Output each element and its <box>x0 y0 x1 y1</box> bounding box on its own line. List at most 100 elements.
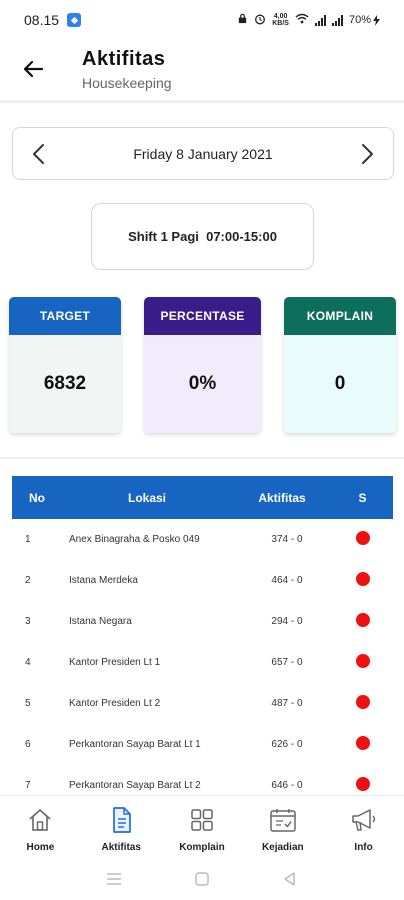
nav-item-info[interactable]: Info <box>323 796 404 857</box>
row-number: 5 <box>25 698 31 709</box>
table-row[interactable]: 5 Kantor Presiden Lt 2 487 - 0 <box>12 683 393 724</box>
signal-icon-2 <box>331 14 343 26</box>
row-aktifitas: 657 - 0 <box>271 657 303 668</box>
target-card: TARGET 6832 <box>9 297 121 433</box>
recent-apps-button[interactable] <box>99 864 129 894</box>
arrow-left-icon <box>23 60 44 78</box>
percentase-card: PERCENTASE 0% <box>144 297 261 433</box>
back-button[interactable] <box>18 54 48 84</box>
previous-date-button[interactable] <box>25 140 53 168</box>
row-lokasi: Perkantoran Sayap Barat Lt 1 <box>69 739 201 750</box>
page-title: Aktifitas <box>82 48 166 70</box>
status-dot-icon <box>355 572 370 586</box>
status-dot-icon <box>355 777 370 791</box>
row-number: 1 <box>25 534 31 545</box>
nav-label-komplain: Komplain <box>179 842 225 853</box>
square-icon <box>195 871 209 886</box>
next-date-button[interactable] <box>353 140 381 168</box>
back-system-button[interactable] <box>275 864 305 894</box>
current-date[interactable]: Friday 8 January 2021 <box>133 145 273 162</box>
battery-charging-icon <box>373 14 380 26</box>
row-lokasi: Kantor Presiden Lt 2 <box>69 698 161 709</box>
chevron-right-icon <box>362 144 373 164</box>
status-dot-icon <box>355 654 370 668</box>
page-subtitle: Housekeeping <box>82 75 172 91</box>
grid-icon <box>188 806 216 834</box>
row-number: 4 <box>25 657 31 668</box>
lock-icon <box>237 13 248 27</box>
alarm-icon <box>254 13 266 28</box>
wifi-icon <box>295 13 309 27</box>
target-card-header: TARGET <box>9 297 121 335</box>
app-notification-icon <box>67 13 82 27</box>
home-icon <box>26 806 54 834</box>
calendar-icon <box>269 806 297 834</box>
row-lokasi: Istana Merdeka <box>69 575 138 586</box>
percentase-value: 0% <box>144 335 261 433</box>
triangle-back-icon <box>284 871 295 886</box>
header-divider <box>0 100 404 103</box>
shift-label: Shift 1 Pagi 07:00-15:00 <box>128 229 277 244</box>
row-number: 3 <box>25 616 31 627</box>
row-lokasi: Anex Binagraha & Posko 049 <box>69 534 200 545</box>
nav-label-kejadian: Kejadian <box>261 842 304 853</box>
nav-item-home[interactable]: Home <box>0 796 81 857</box>
percentase-card-header: PERCENTASE <box>144 297 261 335</box>
document-icon <box>107 806 135 834</box>
komplain-value: 0 <box>284 335 396 433</box>
column-header-no: No <box>29 490 45 505</box>
bottom-navigation: Home Aktifitas Komplain Kejadian Info <box>0 795 404 857</box>
menu-icon <box>107 872 121 885</box>
nav-label-home: Home <box>26 842 55 853</box>
row-number: 6 <box>25 739 31 750</box>
komplain-card: KOMPLAIN 0 <box>284 297 396 433</box>
table-header: No Lokasi Aktifitas S <box>12 476 393 519</box>
row-lokasi: Kantor Presiden Lt 1 <box>69 657 161 668</box>
system-navigation-bar <box>0 857 404 900</box>
status-dot-icon <box>355 695 370 709</box>
status-bar: 08.15 4,00 KB/S 70% <box>0 0 404 40</box>
row-lokasi: Istana Negara <box>69 616 132 627</box>
row-aktifitas: 294 - 0 <box>271 616 303 627</box>
row-lokasi: Perkantoran Sayap Barat Lt 2 <box>69 780 201 791</box>
column-header-aktifitas: Aktifitas <box>258 490 306 505</box>
nav-label-aktifitas: Aktifitas <box>101 842 141 853</box>
komplain-card-header: KOMPLAIN <box>284 297 396 335</box>
status-time: 08.15 <box>24 12 60 28</box>
megaphone-icon <box>350 806 378 834</box>
activity-table: No Lokasi Aktifitas S 1 Anex Binagraha &… <box>12 476 393 806</box>
status-dot-icon <box>355 736 370 750</box>
app-header: Aktifitas Housekeeping <box>0 40 404 100</box>
date-selector: Friday 8 January 2021 <box>12 127 394 180</box>
row-aktifitas: 487 - 0 <box>271 698 303 709</box>
shift-selector[interactable]: Shift 1 Pagi 07:00-15:00 <box>91 203 314 270</box>
chevron-left-icon <box>33 144 44 164</box>
status-indicators: 4,00 KB/S 70% <box>237 13 380 28</box>
table-row[interactable]: 6 Perkantoran Sayap Barat Lt 1 626 - 0 <box>12 724 393 765</box>
status-dot-icon <box>355 531 370 545</box>
nav-item-komplain[interactable]: Komplain <box>162 796 243 857</box>
status-dot-icon <box>355 613 370 627</box>
home-system-button[interactable] <box>187 864 217 894</box>
row-number: 7 <box>25 780 31 791</box>
network-speed: 4,00 KB/S <box>272 13 289 27</box>
table-row[interactable]: 1 Anex Binagraha & Posko 049 374 - 0 <box>12 519 393 560</box>
nav-item-kejadian[interactable]: Kejadian <box>242 796 323 857</box>
table-row[interactable]: 2 Istana Merdeka 464 - 0 <box>12 560 393 601</box>
table-row[interactable]: 3 Istana Negara 294 - 0 <box>12 601 393 642</box>
column-header-lokasi: Lokasi <box>127 490 166 505</box>
nav-item-aktifitas[interactable]: Aktifitas <box>81 796 162 857</box>
row-number: 2 <box>25 575 31 586</box>
row-aktifitas: 646 - 0 <box>271 780 303 791</box>
battery-indicator: 70% <box>349 14 380 26</box>
nav-label-info: Info <box>354 842 373 853</box>
row-aktifitas: 464 - 0 <box>271 575 303 586</box>
row-aktifitas: 626 - 0 <box>271 739 303 750</box>
table-row[interactable]: 4 Kantor Presiden Lt 1 657 - 0 <box>12 642 393 683</box>
column-header-status: S <box>358 490 367 505</box>
signal-icon-1 <box>314 14 326 26</box>
row-aktifitas: 374 - 0 <box>271 534 303 545</box>
section-divider <box>0 457 404 459</box>
table-row[interactable]: 7 Perkantoran Sayap Barat Lt 2 646 - 0 <box>12 765 393 806</box>
target-value: 6832 <box>9 335 121 433</box>
